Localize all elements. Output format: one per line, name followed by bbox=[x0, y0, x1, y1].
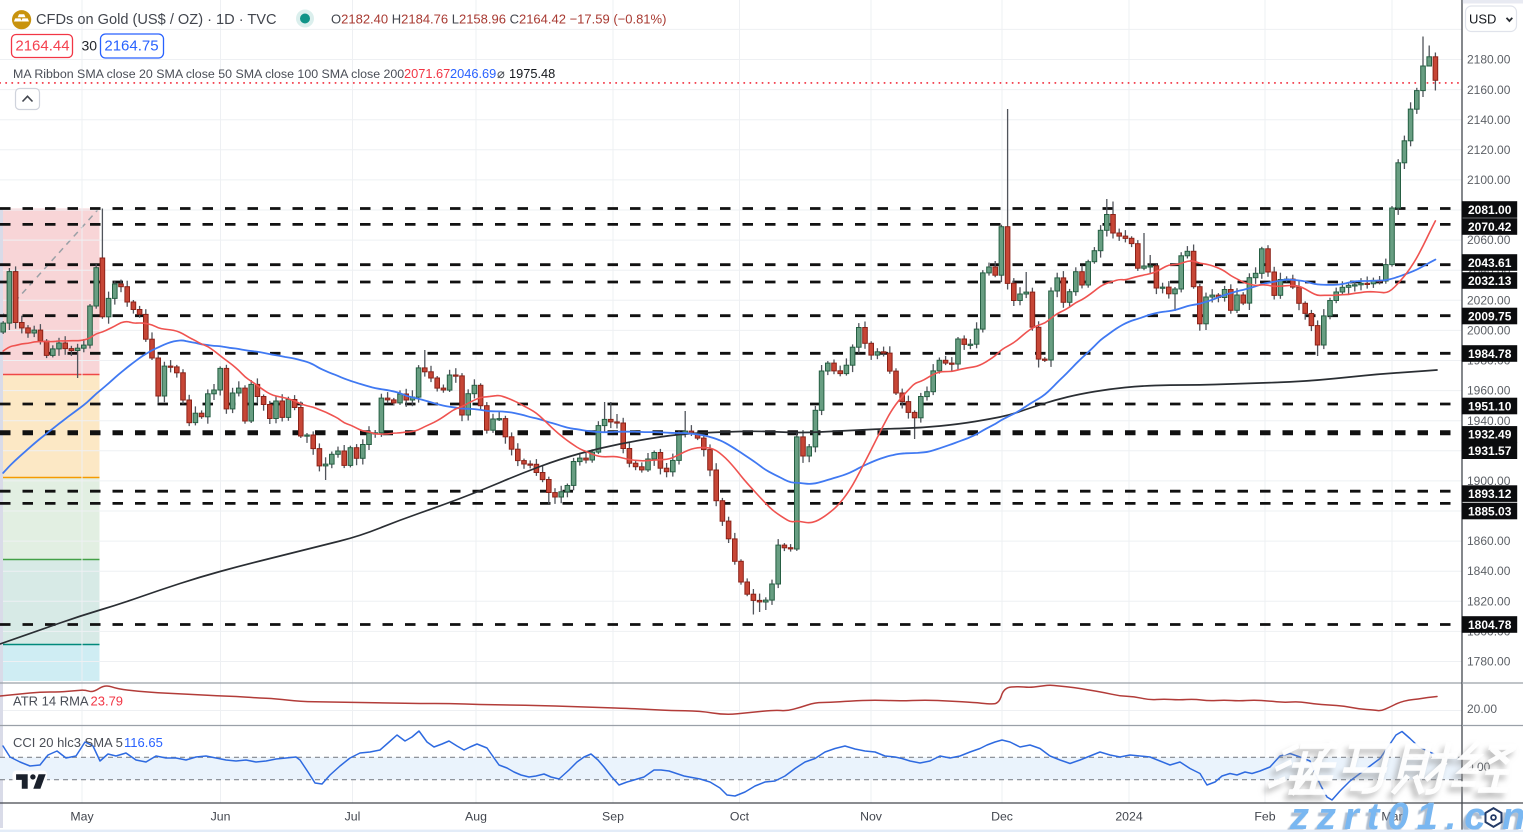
svg-text:2071.67: 2071.67 bbox=[404, 66, 450, 81]
svg-text:1820.00: 1820.00 bbox=[1467, 594, 1511, 608]
svg-text:2024: 2024 bbox=[1115, 810, 1143, 824]
svg-text:1804.78: 1804.78 bbox=[1468, 618, 1512, 632]
svg-text:1893.12: 1893.12 bbox=[1468, 487, 1512, 501]
svg-text:USD: USD bbox=[1469, 11, 1496, 26]
svg-text:zzrt01.c: zzrt01.c bbox=[1289, 796, 1493, 832]
svg-text:Feb: Feb bbox=[1254, 810, 1275, 824]
svg-text:CFDs on Gold (US$ / OZ) · 1D ·: CFDs on Gold (US$ / OZ) · 1D · TVC bbox=[36, 12, 277, 28]
svg-text:2046.69: 2046.69 bbox=[450, 66, 496, 81]
svg-text:1940.00: 1940.00 bbox=[1467, 414, 1511, 428]
svg-text:116.65: 116.65 bbox=[124, 735, 163, 750]
svg-text:CCI 20 hlc3 SMA 5: CCI 20 hlc3 SMA 5 bbox=[13, 735, 123, 750]
svg-text:2060.00: 2060.00 bbox=[1467, 233, 1511, 247]
svg-text:1860.00: 1860.00 bbox=[1467, 534, 1511, 548]
svg-text:Nov: Nov bbox=[860, 810, 883, 824]
svg-text:20.00: 20.00 bbox=[1467, 702, 1497, 716]
svg-text:1900.00: 1900.00 bbox=[1467, 474, 1511, 488]
svg-text:Jul: Jul bbox=[345, 810, 361, 824]
svg-text:2180.00: 2180.00 bbox=[1467, 53, 1511, 67]
svg-text:2160.00: 2160.00 bbox=[1467, 83, 1511, 97]
svg-text:1885.03: 1885.03 bbox=[1468, 504, 1512, 518]
svg-text:2070.42: 2070.42 bbox=[1468, 220, 1512, 234]
svg-text:O2182.40 H2184.76 L2158.96 C21: O2182.40 H2184.76 L2158.96 C2164.42 −17.… bbox=[331, 12, 666, 27]
svg-text:Aug: Aug bbox=[465, 810, 487, 824]
svg-text:2032.13: 2032.13 bbox=[1468, 274, 1512, 288]
svg-text:Jun: Jun bbox=[211, 810, 231, 824]
svg-text:1840.00: 1840.00 bbox=[1467, 564, 1511, 578]
svg-text:30: 30 bbox=[82, 38, 98, 54]
svg-text:⌀: ⌀ bbox=[497, 66, 505, 81]
svg-text:May: May bbox=[70, 810, 94, 824]
svg-text:1960.00: 1960.00 bbox=[1467, 384, 1511, 398]
svg-text:1931.57: 1931.57 bbox=[1468, 444, 1512, 458]
svg-text:23.79: 23.79 bbox=[91, 694, 124, 709]
svg-text:1780.00: 1780.00 bbox=[1467, 655, 1511, 669]
svg-text:2100.00: 2100.00 bbox=[1467, 173, 1511, 187]
svg-text:Mar: Mar bbox=[1381, 810, 1402, 824]
svg-text:2164.75: 2164.75 bbox=[104, 38, 158, 55]
svg-text:2081.00: 2081.00 bbox=[1468, 203, 1512, 217]
svg-text:2164.44: 2164.44 bbox=[15, 38, 69, 55]
svg-text:1975.48: 1975.48 bbox=[509, 66, 555, 81]
svg-text:2120.00: 2120.00 bbox=[1467, 143, 1511, 157]
svg-text:Oct: Oct bbox=[730, 810, 750, 824]
svg-text:MA Ribbon SMA close 20 SMA clo: MA Ribbon SMA close 20 SMA close 50 SMA … bbox=[13, 67, 404, 81]
svg-text:1951.10: 1951.10 bbox=[1468, 399, 1512, 413]
svg-text:2020.00: 2020.00 bbox=[1467, 293, 1511, 307]
svg-text:2140.00: 2140.00 bbox=[1467, 113, 1511, 127]
svg-text:1984.78: 1984.78 bbox=[1468, 347, 1512, 361]
svg-text:2000.00: 2000.00 bbox=[1467, 324, 1511, 338]
svg-text:n: n bbox=[1502, 796, 1523, 832]
svg-text:Dec: Dec bbox=[991, 810, 1013, 824]
svg-text:2043.61: 2043.61 bbox=[1468, 256, 1512, 270]
svg-text:2009.75: 2009.75 bbox=[1468, 309, 1512, 323]
svg-text:ATR 14 RMA: ATR 14 RMA bbox=[13, 694, 89, 709]
svg-text:Sep: Sep bbox=[602, 810, 624, 824]
svg-text:1932.49: 1932.49 bbox=[1468, 428, 1512, 442]
